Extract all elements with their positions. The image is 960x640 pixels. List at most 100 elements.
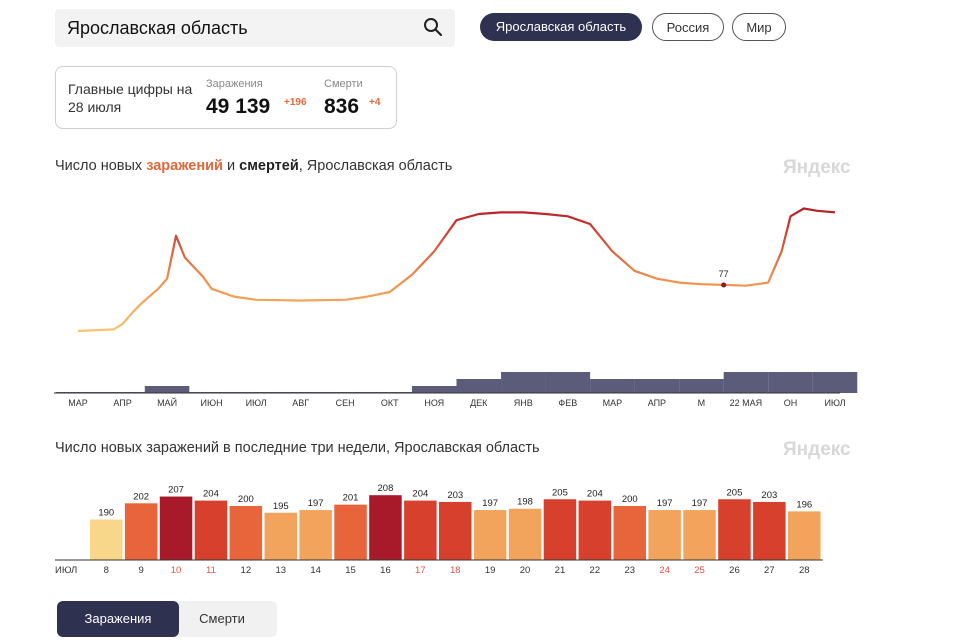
summary-title: Главные цифры на 28 июля [68, 81, 193, 115]
x-tick-label: ИЮН [201, 398, 223, 408]
category-label: 19 [485, 565, 496, 576]
tab-world[interactable]: Мир [732, 13, 786, 41]
x-tick-label: АПР [648, 398, 666, 408]
bar [194, 500, 228, 560]
bar-value-label: 203 [761, 490, 777, 501]
deaths-delta: +4 [369, 97, 381, 108]
deaths-tab-button[interactable]: Смерти [167, 601, 277, 637]
tab-yaroslavl-region[interactable]: Ярославская область [480, 13, 642, 41]
category-label: 23 [624, 565, 635, 576]
category-label: 21 [555, 565, 566, 576]
bar-value-label: 197 [657, 498, 673, 509]
bar [299, 510, 332, 560]
x-tick-label: ИЮЛ [824, 398, 845, 408]
infections-line [77, 207, 836, 333]
month-label: ИЮЛ [55, 565, 77, 576]
death-bar [144, 386, 190, 393]
bar-value-label: 204 [412, 489, 428, 500]
annotation-point [721, 282, 727, 288]
bar [473, 510, 507, 560]
yandex-watermark-2: Яндекс [783, 439, 851, 460]
bar [683, 510, 716, 560]
bar-value-label: 195 [273, 501, 289, 512]
death-bar [723, 372, 769, 393]
bar [90, 519, 123, 560]
x-tick-label: МАР [68, 398, 88, 408]
x-tick-label: СЕН [336, 398, 355, 408]
bar [229, 506, 263, 560]
tab-russia[interactable]: Россия [652, 13, 724, 41]
x-tick-label: МАР [603, 398, 623, 408]
bar [613, 506, 646, 560]
category-label: 15 [345, 565, 356, 576]
infections-delta: +196 [284, 97, 307, 108]
bar [788, 511, 821, 560]
bar-value-label: 190 [98, 508, 114, 519]
category-label: 26 [729, 565, 740, 576]
x-tick-label: ИЮЛ [246, 398, 267, 408]
chart2-title: Число новых заражений в последние три не… [55, 440, 540, 456]
bar-value-label: 197 [482, 498, 498, 509]
bar-value-label: 204 [203, 489, 219, 500]
bar [404, 500, 437, 560]
category-label: 11 [206, 565, 216, 576]
x-tick-label: ЯНВ [514, 398, 533, 408]
bar [369, 495, 402, 560]
yandex-watermark-1: Яндекс [783, 157, 851, 178]
x-tick-label: АВГ [292, 398, 309, 408]
bar-value-label: 205 [552, 487, 568, 498]
death-bar [545, 372, 591, 393]
chart1-title-part3: и [222, 158, 240, 174]
bar-value-label: 201 [343, 493, 359, 504]
death-bar [590, 379, 635, 393]
bar-value-label: 205 [727, 487, 743, 498]
infections-label: Заражения [206, 78, 263, 90]
bar [753, 501, 786, 560]
bar-value-label: 200 [238, 494, 254, 505]
category-label: 8 [104, 565, 109, 576]
category-label: 24 [659, 565, 670, 576]
category-label: 16 [380, 565, 391, 576]
infections-tab-button[interactable]: Заражения [57, 601, 179, 637]
category-label: 12 [241, 565, 252, 576]
infections-value: 49 139 [206, 95, 271, 118]
chart1-title-part1: Число новых [55, 158, 147, 174]
x-tick-label: М [698, 398, 706, 408]
category-label: 27 [764, 565, 775, 576]
x-tick-label: ОКТ [381, 398, 399, 408]
category-label: 13 [275, 565, 286, 576]
bar-value-label: 196 [796, 499, 812, 510]
x-tick-label: ФЕВ [558, 398, 577, 408]
summary-card: Главные цифры на 28 июля Заражения 49 13… [55, 66, 397, 129]
search-input[interactable]: Ярославская область [67, 18, 248, 38]
line-chart: МАР АПР МАЙ ИЮН ИЮЛ АВГ СЕН ОКТ НОЯ ДЕК ЯНВ ФЕВ МАР А… [54, 207, 858, 408]
death-bar [679, 379, 724, 393]
search-icon[interactable] [423, 17, 443, 37]
deaths-value: 836 [324, 95, 360, 118]
x-tick-label: МАЙ [157, 397, 177, 408]
annotation-label: 77 [719, 269, 729, 279]
bar [159, 496, 193, 560]
category-label: 10 [171, 565, 182, 576]
bar-value-label: 198 [517, 497, 533, 508]
bar [648, 510, 681, 560]
bar [439, 501, 472, 560]
category-label: 17 [415, 565, 426, 576]
category-label: 18 [450, 565, 461, 576]
category-label: 14 [310, 565, 321, 576]
bar [578, 500, 612, 560]
death-bar [634, 379, 680, 393]
chart1-title-part5: , Ярославская область [298, 158, 453, 174]
x-tick-label: ОН [784, 398, 798, 408]
bar-value-label: 203 [447, 490, 463, 501]
bar-value-label: 197 [692, 498, 708, 509]
bar-value-label: 204 [587, 489, 603, 500]
bar [718, 499, 751, 560]
bar [508, 508, 542, 560]
x-tick-label: ДЕК [470, 398, 488, 408]
death-bar [456, 379, 502, 393]
bar [543, 499, 577, 560]
category-label: 28 [799, 565, 810, 576]
search-box[interactable]: Ярославская область [55, 9, 455, 47]
